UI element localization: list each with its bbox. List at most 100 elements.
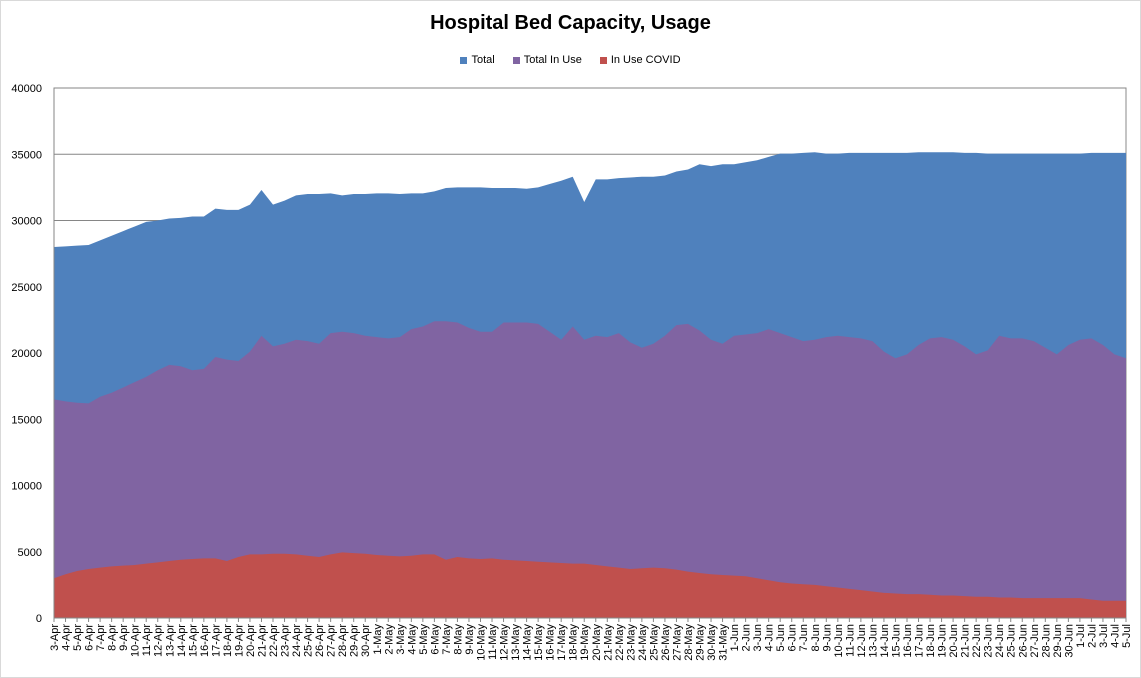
x-tick-label: 8-May	[452, 624, 464, 655]
legend-item-in-use-covid: In Use COVID	[599, 54, 681, 66]
x-tick-label: 15-Apr	[187, 624, 199, 657]
x-tick-label: 25-May	[648, 624, 660, 661]
x-tick-label: 6-Apr	[84, 624, 96, 651]
x-tick-label: 12-Jun	[856, 624, 868, 658]
x-tick-label: 4-May	[406, 624, 418, 655]
chart-title: Hospital Bed Capacity, Usage	[430, 12, 711, 34]
area-series-total-in-use	[54, 321, 1126, 618]
y-tick-label: 30000	[11, 216, 42, 228]
x-tick-label: 15-May	[533, 624, 545, 661]
y-tick-label: 20000	[11, 348, 42, 360]
x-tick-label: 26-Apr	[314, 624, 326, 657]
y-tick-label: 25000	[11, 282, 42, 294]
x-tick-label: 29-Apr	[349, 624, 361, 657]
x-tick-label: 7-May	[441, 624, 453, 655]
x-tick-label: 27-May	[671, 624, 683, 661]
x-tick-label: 24-Apr	[291, 624, 303, 657]
legend-swatch-in-use-covid	[599, 56, 607, 64]
x-tick-label: 25-Jun	[1006, 624, 1018, 658]
x-tick-label: 17-Jun	[914, 624, 926, 658]
x-tick-label: 20-Apr	[245, 624, 257, 657]
x-tick-label: 3-Jun	[752, 624, 764, 652]
x-tick-label: 17-Apr	[210, 624, 222, 657]
x-tick-label: 23-Apr	[280, 624, 292, 657]
legend-label-in-use-covid: In Use COVID	[610, 54, 681, 66]
x-tick-label: 1-May	[372, 624, 384, 655]
x-tick-label: 22-Apr	[268, 624, 280, 657]
x-tick-label: 5-Jun	[775, 624, 787, 652]
x-tick-label: 2-May	[383, 624, 395, 655]
x-tick-label: 30-Jun	[1063, 624, 1075, 658]
x-tick-label: 30-Apr	[360, 624, 372, 657]
x-tick-label: 31-May	[718, 624, 730, 661]
x-tick-label: 19-Apr	[233, 624, 245, 657]
x-tick-label: 18-May	[568, 624, 580, 661]
x-tick-label: 12-Apr	[153, 624, 165, 657]
x-tick-label: 18-Jun	[925, 624, 937, 658]
x-tick-label: 21-Jun	[960, 624, 972, 658]
x-tick-label: 24-Jun	[994, 624, 1006, 658]
y-tick-label: 40000	[11, 83, 42, 95]
x-tick-label: 5-Apr	[72, 624, 84, 651]
x-tick-label: 23-May	[625, 624, 637, 661]
x-tick-label: 6-Jun	[787, 624, 799, 652]
x-tick-label: 1-Jun	[729, 624, 741, 652]
x-tick-label: 2-Jun	[741, 624, 753, 652]
x-tick-label: 4-Apr	[61, 624, 73, 651]
x-tick-label: 9-May	[464, 624, 476, 655]
legend-label-total-in-use: Total In Use	[523, 54, 582, 66]
x-tick-label: 7-Jun	[798, 624, 810, 652]
x-tick-label: 9-Jun	[821, 624, 833, 652]
x-tick-label: 23-Jun	[983, 624, 995, 658]
x-tick-label: 21-Apr	[256, 624, 268, 657]
x-tick-label: 6-May	[429, 624, 441, 655]
x-tick-label: 26-Jun	[1017, 624, 1029, 658]
x-tick-label: 5-Jul	[1121, 624, 1133, 648]
x-tick-label: 3-May	[395, 624, 407, 655]
x-tick-label: 15-Jun	[890, 624, 902, 658]
y-tick-label: 35000	[11, 149, 42, 161]
x-tick-label: 13-Apr	[164, 624, 176, 657]
y-tick-label: 10000	[11, 481, 42, 493]
legend-swatch-total-in-use	[512, 56, 520, 64]
x-tick-label: 28-Jun	[1040, 624, 1052, 658]
x-tick-label: 14-Apr	[176, 624, 188, 657]
y-tick-label: 15000	[11, 414, 42, 426]
x-tick-label: 26-May	[660, 624, 672, 661]
x-tick-label: 27-Jun	[1029, 624, 1041, 658]
x-tick-label: 28-Apr	[337, 624, 349, 657]
x-tick-label: 11-May	[487, 624, 499, 660]
y-tick-label: 0	[36, 613, 42, 625]
x-tick-label: 11-Jun	[844, 624, 856, 657]
x-tick-label: 1-Jul	[1075, 624, 1087, 648]
x-tick-label: 10-May	[475, 624, 487, 661]
x-tick-label: 28-May	[683, 624, 695, 661]
x-tick-label: 22-May	[614, 624, 626, 661]
x-tick-label: 4-Jun	[764, 624, 776, 652]
x-tick-label: 17-May	[556, 624, 568, 661]
x-tick-label: 20-May	[591, 624, 603, 661]
x-tick-label: 8-Jun	[810, 624, 822, 652]
x-tick-label: 14-May	[522, 624, 534, 661]
x-tick-label: 11-Apr	[141, 624, 153, 657]
x-tick-label: 27-Apr	[326, 624, 338, 657]
x-tick-label: 8-Apr	[107, 624, 119, 651]
legend-label-total: Total	[471, 54, 495, 66]
legend-swatch-total	[460, 56, 468, 64]
legend-item-total-in-use: Total In Use	[512, 54, 582, 66]
x-tick-label: 29-Jun	[1052, 624, 1064, 658]
x-tick-label: 5-May	[418, 624, 430, 655]
x-tick-label: 10-Jun	[833, 624, 845, 658]
x-tick-label: 12-May	[499, 624, 511, 661]
x-tick-label: 16-May	[545, 624, 557, 661]
legend: Total Total In Use In Use COVID	[0, 54, 1141, 66]
x-tick-label: 24-May	[637, 624, 649, 661]
x-tick-label: 19-Jun	[937, 624, 949, 658]
x-tick-label: 21-May	[602, 624, 614, 661]
x-tick-label: 14-Jun	[879, 624, 891, 658]
x-tick-label: 18-Apr	[222, 624, 234, 657]
x-tick-label: 3-Jul	[1098, 624, 1110, 648]
x-tick-label: 7-Apr	[95, 624, 107, 651]
x-tick-label: 30-May	[706, 624, 718, 661]
